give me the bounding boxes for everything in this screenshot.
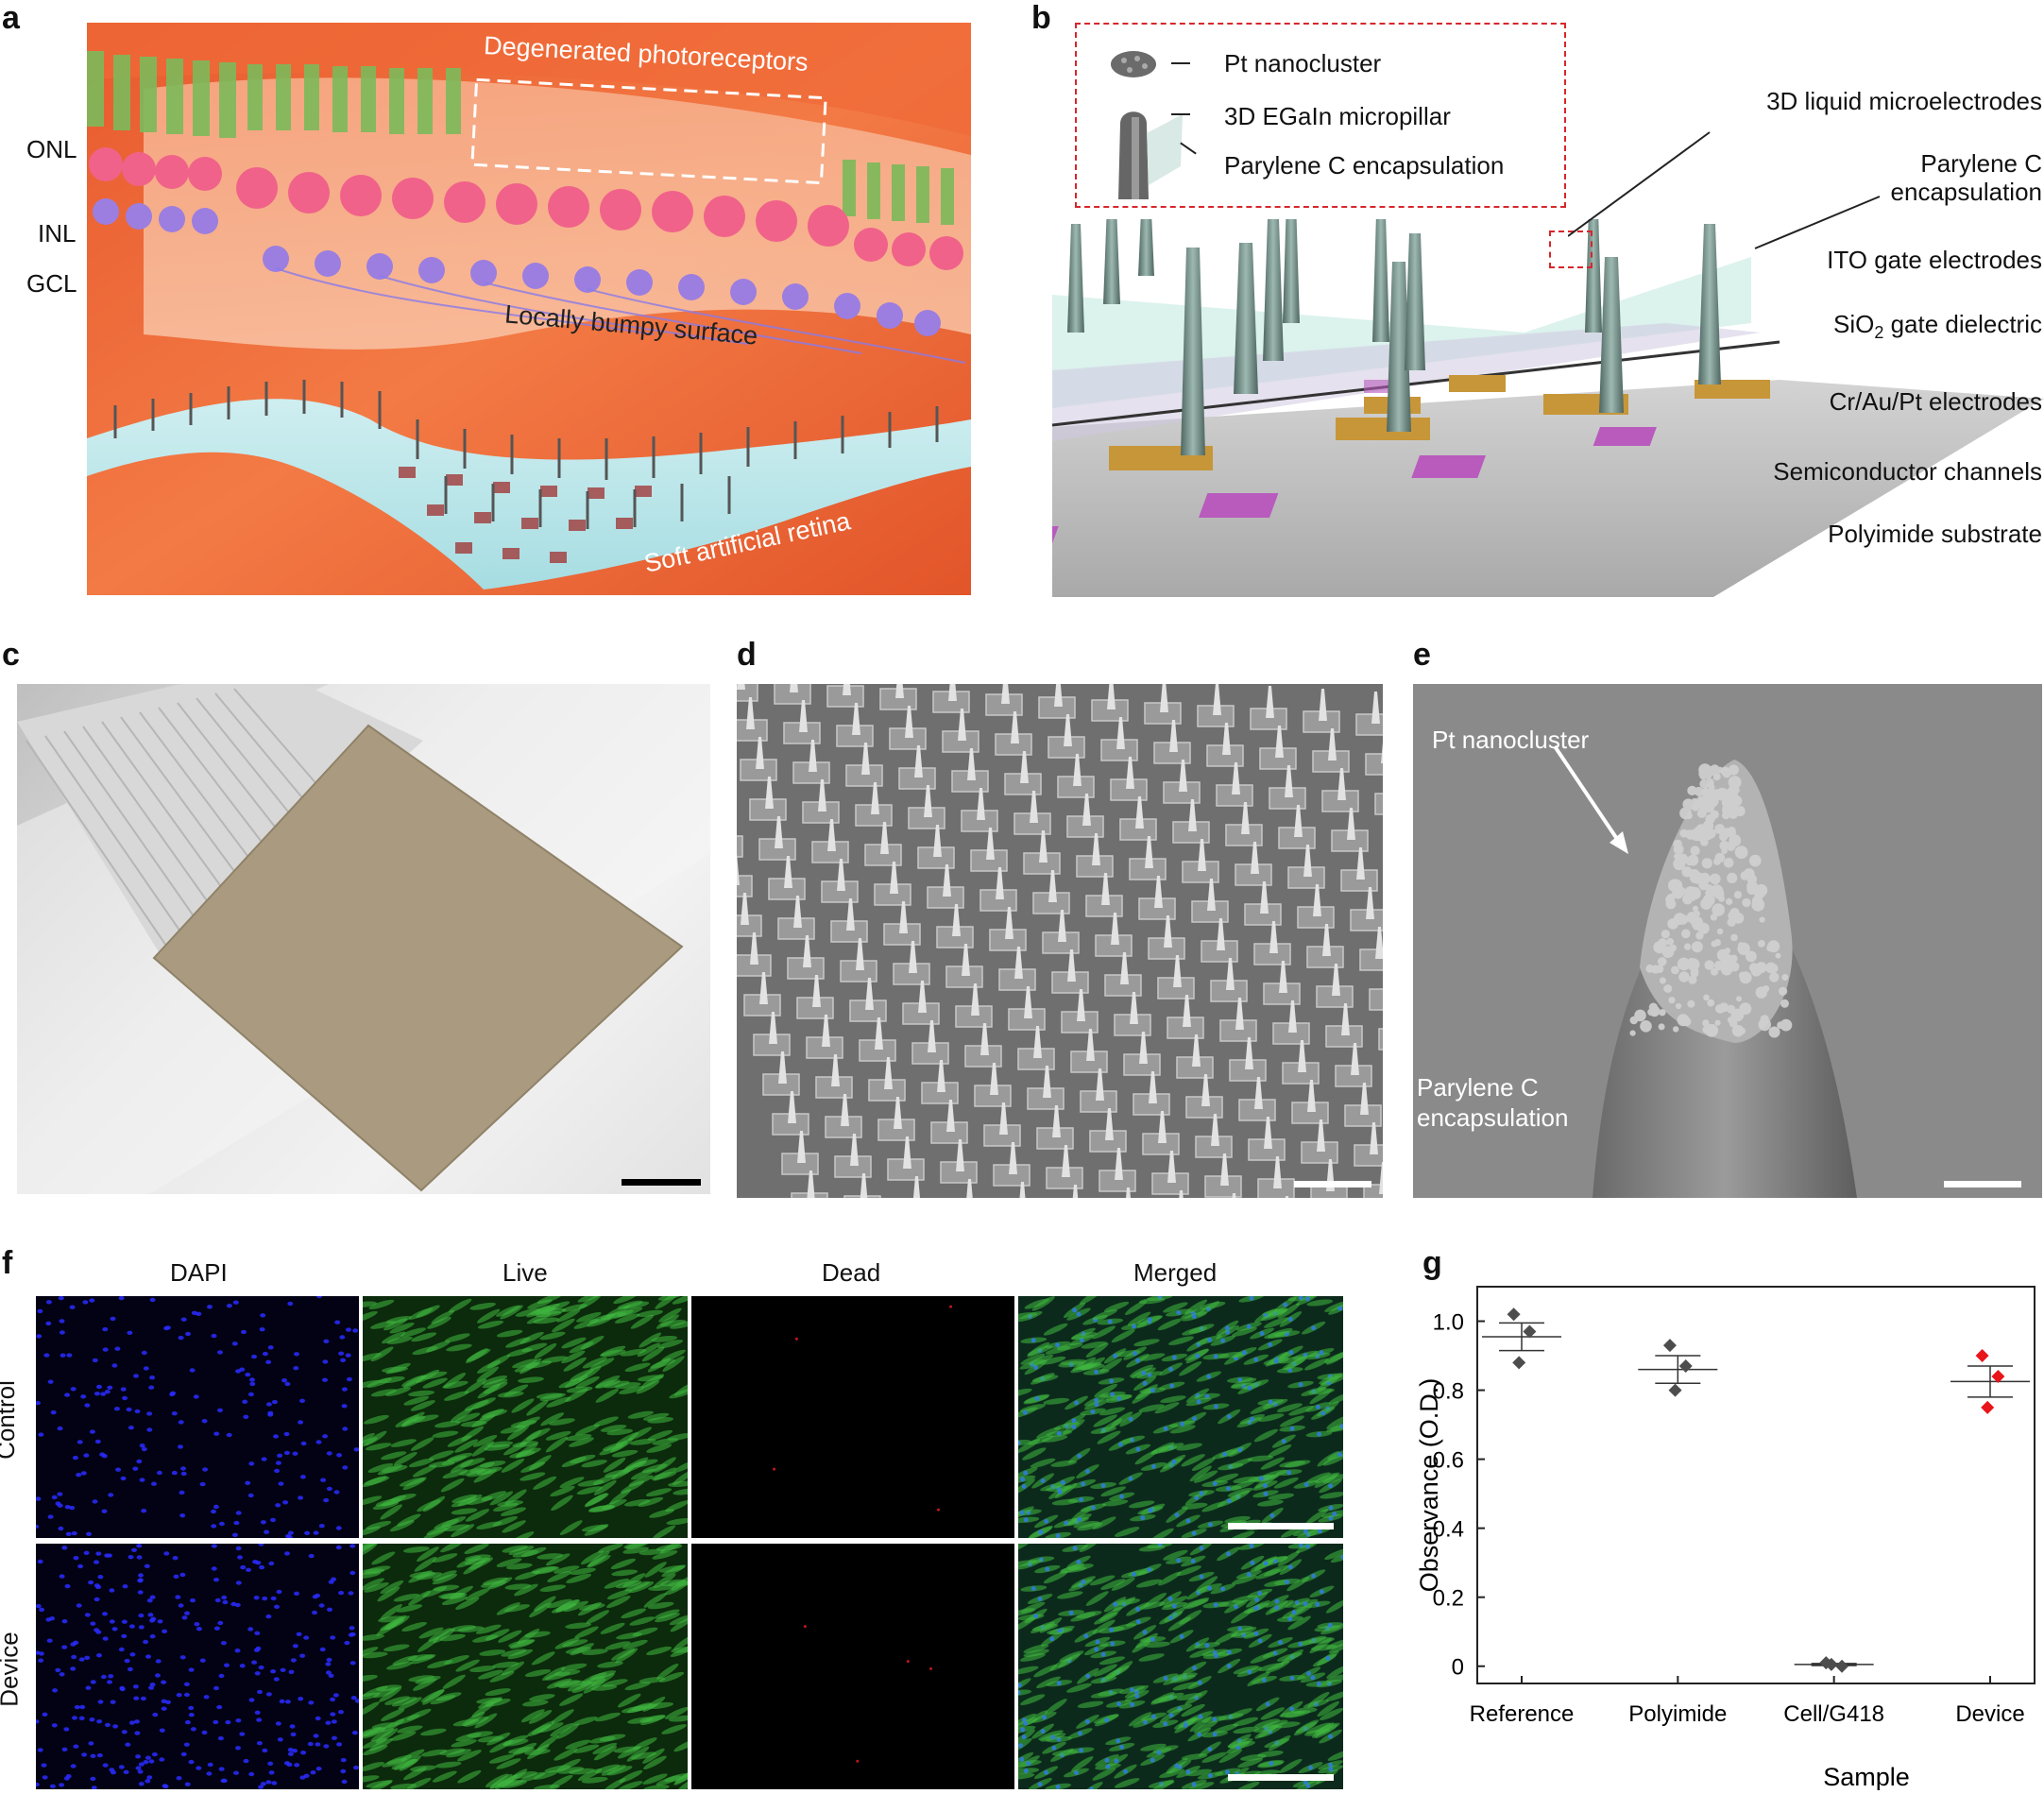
- data-point: [1662, 1339, 1677, 1353]
- inset-egain-label: 3D EGaIn micropillar: [1224, 102, 1451, 130]
- row-device-label: Device: [0, 1632, 24, 1707]
- crau-electrodes-label: Cr/Au/Pt electrodes: [1829, 387, 2042, 416]
- row-control-label: Control: [0, 1380, 20, 1460]
- sem-array-image: [737, 684, 1383, 1198]
- scale-bar-f-device: [1228, 1774, 1334, 1781]
- semiconductor-channels-label: Semiconductor channels: [1773, 457, 2042, 486]
- y-tick-label: 0.8: [1433, 1379, 1464, 1405]
- parylene-label-line1: Parylene C: [1920, 149, 2042, 178]
- parylene-label-line2: encapsulation: [1890, 178, 2042, 206]
- y-tick-label: 0.6: [1433, 1448, 1464, 1474]
- x-tick-label: Device: [1955, 1701, 2024, 1727]
- device-photo-art: [17, 684, 710, 1194]
- data-point: [1507, 1307, 1521, 1322]
- scale-bar-f-control: [1228, 1523, 1334, 1529]
- sem-tip-art: [1553, 744, 1857, 1198]
- device-dead-image: [691, 1544, 1014, 1789]
- retina-illustration-art: [87, 23, 971, 595]
- x-tick-label: Cell/G418: [1783, 1701, 1884, 1727]
- control-live-image: [350, 1291, 700, 1545]
- scale-bar-e: [1944, 1181, 2021, 1187]
- liquid-microelectrodes-label: 3D liquid microelectrodes: [1766, 87, 2042, 115]
- device-layers-art: [1052, 219, 2044, 597]
- inset-target-marker: [1549, 231, 1593, 268]
- data-point: [1975, 1349, 1989, 1363]
- control-dead-image: [691, 1296, 1014, 1538]
- y-tick-label: 0.2: [1433, 1586, 1464, 1612]
- col-merged-label: Merged: [1133, 1258, 1218, 1287]
- control-dead-cells: [773, 1305, 953, 1512]
- device-dapi-cells: [33, 1542, 361, 1790]
- control-dapi-cells: [33, 1293, 360, 1540]
- col-live-label: Live: [502, 1258, 548, 1287]
- data-point: [1512, 1356, 1526, 1370]
- inset-box: Pt nanocluster 3D EGaIn micropillar Pary…: [1075, 23, 1566, 208]
- onl-label: ONL: [26, 135, 77, 163]
- device-dapi-image: [33, 1542, 361, 1790]
- parylene-enc-label-2: encapsulation: [1417, 1103, 1569, 1132]
- sio2-suffix: gate dielectric: [1883, 310, 2042, 338]
- device-live-image: [350, 1539, 699, 1793]
- x-axis-label: Sample: [1823, 1763, 1910, 1790]
- device-photo: [17, 684, 710, 1194]
- panel-label-b: b: [1031, 0, 1051, 36]
- retina-illustration: Degenerated photoreceptors Locally bumpy…: [87, 23, 971, 595]
- x-tick-label: Polyimide: [1628, 1701, 1727, 1727]
- inset-pt-nanocluster-label: Pt nanocluster: [1224, 49, 1382, 77]
- device-merged-cells: [1005, 1537, 1356, 1794]
- device-exploded-illustration: [1052, 219, 2044, 597]
- data-point: [1523, 1324, 1537, 1339]
- y-tick-label: 1.0: [1433, 1310, 1464, 1336]
- device-live-cells: [350, 1539, 699, 1793]
- parylene-enc-label-1: Parylene C: [1417, 1073, 1539, 1102]
- scale-bar-d: [1294, 1181, 1371, 1187]
- control-live-cells: [350, 1291, 700, 1545]
- plot-frame: [1476, 1286, 2035, 1684]
- col-dapi-label: DAPI: [170, 1258, 228, 1287]
- col-dead-label: Dead: [822, 1258, 881, 1287]
- data-point: [1824, 1657, 1838, 1671]
- y-axis-label: Observance (O.D.): [1415, 1378, 1443, 1593]
- panel-label-c: c: [2, 637, 20, 673]
- sio2-text: SiO: [1832, 310, 1875, 338]
- b-leader-lines: [1568, 131, 1881, 249]
- panel-label-d: d: [737, 637, 757, 673]
- leader-line-egain: [1171, 113, 1190, 115]
- device-dead-cells: [803, 1625, 932, 1763]
- polyimide-substrate-label: Polyimide substrate: [1828, 520, 2042, 548]
- data-point: [1678, 1359, 1693, 1373]
- sio2-subscript: 2: [1874, 323, 1884, 343]
- scale-bar-c: [622, 1179, 701, 1186]
- data-point: [1668, 1383, 1682, 1397]
- panel-label-e: e: [1413, 637, 1431, 673]
- ito-gate-label: ITO gate electrodes: [1827, 246, 2042, 274]
- y-tick-label: 0: [1452, 1655, 1464, 1681]
- x-tick-label: Reference: [1470, 1701, 1575, 1727]
- viability-chart: 0 0.2 0.4 0.6 0.8 1.0 Reference Polyimide Cell/…: [1415, 1286, 2035, 1790]
- gcl-label: GCL: [26, 269, 77, 298]
- device-merged-image: [1005, 1537, 1356, 1794]
- inl-label: INL: [38, 219, 77, 248]
- panel-label-a: a: [2, 0, 20, 36]
- data-point: [1835, 1659, 1849, 1673]
- data-point: [1981, 1400, 1995, 1414]
- control-merged-image: [1005, 1290, 1355, 1543]
- y-tick-label: 0.4: [1433, 1517, 1464, 1543]
- panel-label-g: g: [1422, 1245, 1442, 1281]
- sio2-dielectric-label: SiO2 gate dielectric: [1833, 310, 2042, 347]
- sem-array-art: [737, 684, 1383, 1198]
- control-merged-cells: [1005, 1290, 1355, 1543]
- leader-line-pt: [1171, 62, 1190, 64]
- inset-parylene-label: Parylene C encapsulation: [1224, 151, 1505, 179]
- inset-micropillar-art: [1111, 51, 1183, 199]
- data-point: [1991, 1369, 2005, 1383]
- pt-nanocluster-arrow-label: Pt nanocluster: [1432, 726, 1590, 754]
- control-dapi-image: [33, 1293, 360, 1540]
- sem-tip-image: Pt nanocluster Parylene C encapsulation: [1413, 684, 2042, 1198]
- panel-label-f: f: [2, 1245, 13, 1281]
